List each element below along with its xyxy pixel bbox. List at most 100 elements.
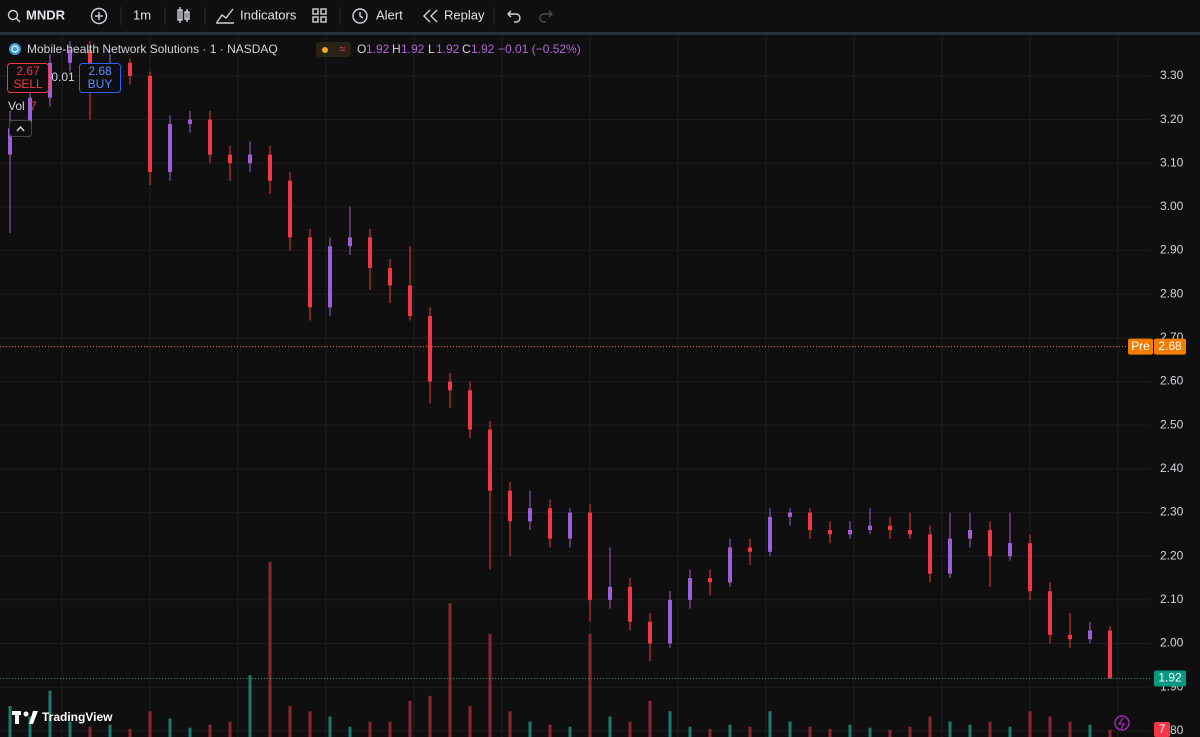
y-tick-label: 2.10	[1160, 592, 1184, 606]
last-volume-tag	[1154, 722, 1170, 737]
candle-body	[928, 534, 932, 574]
volume-bar	[828, 728, 832, 737]
redo[interactable]	[539, 10, 553, 23]
volume-bar	[1028, 711, 1032, 737]
ohlc-value: 1.92	[471, 42, 495, 56]
candle-body	[728, 547, 732, 583]
volume-bar	[1088, 724, 1092, 737]
y-tick-label: 2.00	[1160, 636, 1184, 650]
volume-bar	[48, 690, 52, 737]
candle-body	[988, 530, 992, 557]
volume-bar	[88, 726, 92, 737]
volume-bar	[328, 716, 332, 737]
volume-bar	[768, 711, 772, 737]
candle-body	[528, 508, 532, 522]
premarket-price-tag	[1154, 338, 1186, 355]
replay-button[interactable]: Replay	[423, 7, 485, 23]
price-axis	[1150, 34, 1200, 737]
indicators-label[interactable]: Indicators	[240, 7, 297, 22]
assistant-icon[interactable]	[1114, 715, 1130, 731]
volume-bar	[948, 721, 952, 737]
volume-bar	[68, 721, 72, 737]
volume-bar	[648, 700, 652, 737]
sell-label[interactable]: SELL	[13, 77, 43, 91]
session-icon: ≈	[339, 42, 346, 56]
ohlc-change: −0.01 (−0.52%)	[498, 42, 581, 56]
candle-body	[468, 390, 472, 430]
volume-bar	[148, 711, 152, 737]
volume-legend-label: Vol	[8, 99, 25, 113]
volume-bar	[228, 721, 232, 737]
volume-bar	[468, 706, 472, 737]
add-symbol[interactable]	[90, 7, 108, 25]
undo[interactable]	[507, 10, 521, 23]
alert-button[interactable]: Alert	[352, 7, 403, 24]
last-price: 1.92	[1158, 671, 1182, 685]
assistant-icon[interactable]	[1117, 717, 1126, 730]
symbol[interactable]: MNDR	[26, 7, 66, 22]
candle-body	[148, 75, 152, 172]
volume-bar	[588, 634, 592, 737]
buy-label[interactable]: BUY	[88, 77, 113, 91]
candle-body	[628, 586, 632, 622]
candle-body	[548, 508, 552, 539]
y-tick-label: 3.10	[1160, 155, 1184, 169]
replay-label[interactable]: Replay	[444, 7, 485, 22]
candle-body	[268, 154, 272, 181]
candle-body	[708, 578, 712, 583]
volume-bar	[208, 724, 212, 737]
symbol-name: Mobile-health Network Solutions · 1 · NA…	[27, 42, 278, 56]
volume-bar	[668, 711, 672, 737]
ohlc-value: 1.92	[401, 42, 425, 56]
symbol-search[interactable]: MNDR	[7, 7, 66, 23]
volume-bar	[748, 726, 752, 737]
y-tick-label: 2.30	[1160, 505, 1184, 519]
y-tick-label: 2.80	[1160, 286, 1184, 300]
candle-body	[308, 237, 312, 308]
chart-type[interactable]	[177, 7, 190, 23]
candle-body	[48, 62, 52, 98]
plot	[0, 34, 1150, 737]
volume-bar	[188, 727, 192, 737]
candle-body	[948, 538, 952, 574]
candle-body	[488, 429, 492, 491]
sell-button[interactable]	[7, 63, 49, 93]
candle-body	[168, 123, 172, 172]
volume-bar	[628, 721, 632, 737]
indicators-button[interactable]: Indicators	[216, 7, 297, 24]
sell-price[interactable]: 2.67	[16, 64, 40, 78]
y-tick-label: 2.90	[1160, 243, 1184, 257]
volume-bar	[908, 726, 912, 737]
volume-bar	[308, 711, 312, 737]
candle-body	[328, 246, 332, 308]
candle-body	[388, 268, 392, 286]
interval[interactable]: 1m	[133, 7, 151, 22]
candle-body	[848, 530, 852, 535]
buy-price[interactable]: 2.68	[88, 64, 112, 78]
volume-bar	[428, 695, 432, 737]
alert-label[interactable]: Alert	[376, 7, 403, 22]
symbol-logo	[9, 43, 21, 55]
candle-body	[968, 530, 972, 539]
volume-bar	[1068, 721, 1072, 737]
buy-button[interactable]	[79, 63, 121, 93]
candle-body	[768, 516, 772, 552]
candle-body	[428, 316, 432, 382]
candle-body	[608, 586, 612, 600]
candle-body	[88, 49, 92, 76]
spread: 0.01	[51, 70, 75, 84]
volume-bar	[928, 716, 932, 737]
collapse-icon[interactable]	[16, 125, 25, 132]
collapse-button[interactable]	[9, 120, 32, 137]
candle-body	[568, 512, 572, 539]
ohlc-label: H	[392, 42, 401, 56]
volume-bar	[1008, 726, 1012, 737]
toolbar	[0, 0, 1200, 33]
templates[interactable]	[312, 8, 327, 23]
ohlc-label: O	[357, 42, 366, 56]
branding: TradingView	[12, 710, 113, 724]
volume-bar	[488, 634, 492, 737]
volume-bar	[508, 711, 512, 737]
